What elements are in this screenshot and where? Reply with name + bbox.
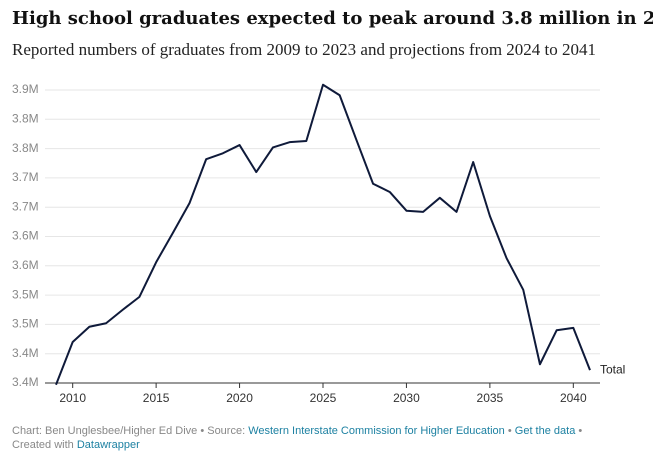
- x-tick-label: 2015: [143, 391, 170, 405]
- y-tick-label: 3.8M: [12, 141, 39, 155]
- chart: High school graduates expected to peak a…: [12, 8, 653, 405]
- x-tick-label: 2040: [560, 391, 587, 405]
- y-tick-label: 3.5M: [12, 317, 39, 331]
- created: • Created with: [12, 425, 583, 451]
- credit: Chart: Ben Unglesbee/Higher Ed Dive • So…: [12, 425, 246, 437]
- y-tick-label: 3.9M: [12, 82, 39, 96]
- x-tick-label: 2030: [393, 391, 420, 405]
- y-tick-label: 3.7M: [12, 170, 39, 184]
- y-tick-label: 3.4M: [12, 346, 39, 360]
- chart-subtitle: Reported numbers of graduates from 2009 …: [12, 40, 596, 59]
- y-tick-label: 3.4M: [12, 375, 39, 389]
- separator: •: [507, 425, 512, 437]
- tool-link[interactable]: Datawrapper: [76, 439, 140, 451]
- x-tick-label: 2020: [226, 391, 253, 405]
- footer: Chart: Ben Unglesbee/Higher Ed Dive • So…: [12, 424, 622, 452]
- y-tick-label: 3.5M: [12, 287, 39, 301]
- x-tick-label: 2035: [477, 391, 504, 405]
- data-link[interactable]: Get the data: [514, 425, 576, 437]
- line: [55, 83, 591, 386]
- y-tick-label: 3.6M: [12, 229, 39, 243]
- source-link[interactable]: Western Interstate Commission for Higher…: [248, 425, 505, 437]
- chart-title: High school graduates expected to peak a…: [12, 8, 653, 29]
- y-tick-label: 3.7M: [12, 199, 39, 213]
- series-label: Total: [600, 362, 625, 376]
- x-tick-label: 2010: [59, 391, 86, 405]
- y-tick-label: 3.6M: [12, 258, 39, 272]
- y-tick-label: 3.8M: [12, 111, 39, 125]
- x-tick-label: 2025: [310, 391, 337, 405]
